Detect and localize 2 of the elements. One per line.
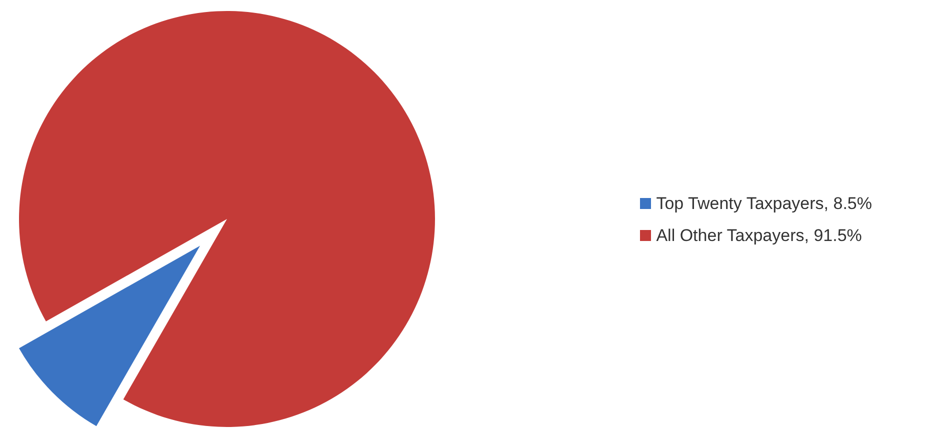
legend-label: Top Twenty Taxpayers, 8.5% (656, 194, 872, 214)
legend-label: All Other Taxpayers, 91.5% (656, 226, 862, 246)
